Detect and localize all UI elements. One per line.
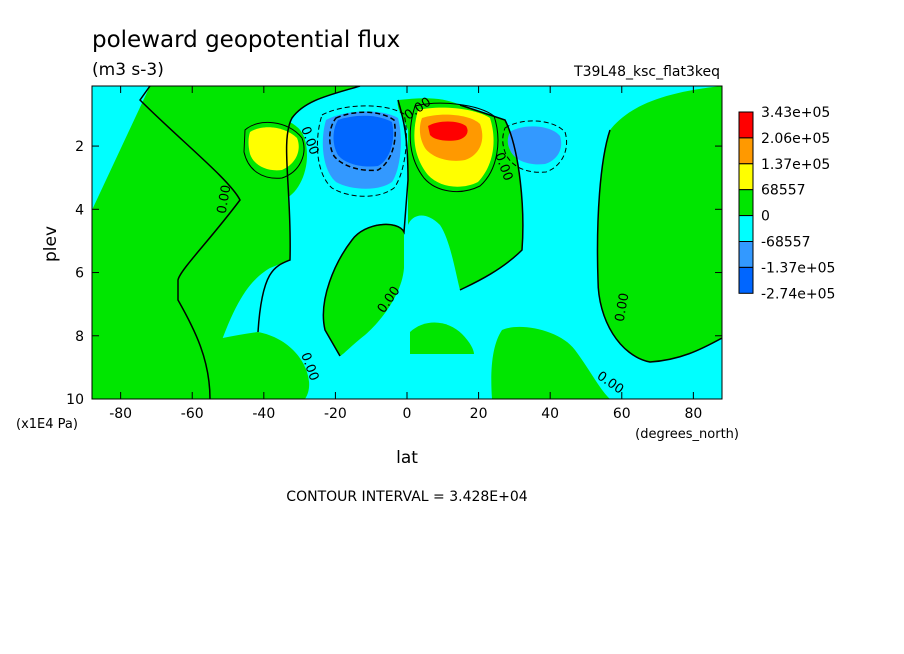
x-tick-label: 60 bbox=[613, 406, 631, 422]
run-label: T39L48_ksc_flat3keq bbox=[573, 64, 720, 80]
colorbar-swatch bbox=[738, 266, 754, 294]
x-tick-label: 80 bbox=[684, 406, 702, 422]
contour-neg-left-inner bbox=[329, 111, 396, 172]
contour-zero-center-left bbox=[257, 86, 361, 333]
x-tick-label: -80 bbox=[109, 406, 132, 422]
colorbar-legend: 3.43e+05 2.06e+05 1.37e+05 68557 0 -68557 -1.3… bbox=[738, 105, 835, 302]
fill-green-right-top bbox=[597, 86, 722, 362]
x-axis-units: (degrees_north) bbox=[635, 427, 739, 442]
y-tick-label: 8 bbox=[75, 329, 84, 345]
chart-title: poleward geopotential flux bbox=[92, 27, 400, 53]
y-tick-label: 2 bbox=[75, 139, 84, 155]
contour-neg-left bbox=[316, 105, 407, 197]
units-label: (m3 s-3) bbox=[92, 60, 164, 80]
contour-zero-right bbox=[596, 129, 722, 363]
colorbar-label: -1.37e+05 bbox=[761, 260, 835, 276]
colorbar-label: -68557 bbox=[761, 235, 811, 251]
colorbar-swatch bbox=[738, 189, 754, 217]
fill-green-center-blob bbox=[410, 322, 474, 354]
fill-green-left-top bbox=[92, 86, 360, 392]
contour-interval-note: CONTOUR INTERVAL = 3.428E+04 bbox=[286, 489, 527, 505]
fill-green-center-stem bbox=[323, 223, 404, 356]
colorbar-swatch bbox=[738, 215, 754, 243]
x-tick-label: 20 bbox=[470, 406, 488, 422]
contour-label: 0.00 bbox=[215, 184, 235, 215]
contour-pos-left bbox=[243, 121, 305, 179]
x-tick-label: -40 bbox=[252, 406, 275, 422]
plot-area: 0.00 0.00 0.00 0.00 0.00 0.00 0.00 0.00 bbox=[92, 86, 722, 399]
y-tick-label: 6 bbox=[75, 266, 84, 282]
contour-zero-center-right bbox=[459, 104, 524, 291]
y-axis-units: (x1E4 Pa) bbox=[16, 417, 78, 432]
x-axis: -80 -60 -40 -20 0 20 40 60 80 bbox=[109, 86, 702, 422]
colorbar-label: -2.74e+05 bbox=[761, 286, 835, 302]
x-tick-label: -20 bbox=[324, 406, 347, 422]
y-tick-label: 4 bbox=[75, 202, 84, 218]
contour-zero-left bbox=[139, 86, 241, 399]
contour-pos-right bbox=[409, 102, 499, 192]
colorbar-swatch bbox=[738, 163, 754, 191]
colorbar-swatch bbox=[738, 241, 754, 268]
contour-neg-right bbox=[502, 120, 568, 173]
contour-lines bbox=[139, 86, 722, 399]
x-tick-label: 0 bbox=[403, 406, 412, 422]
colorbar-swatch bbox=[738, 111, 754, 139]
colorbar-label: 68557 bbox=[761, 183, 806, 199]
colorbar-label: 2.06e+05 bbox=[761, 131, 830, 147]
colorbar-swatch bbox=[738, 137, 754, 165]
colorbar-label: 0 bbox=[761, 209, 770, 225]
contour-zero-center bbox=[322, 99, 409, 357]
y-axis: 2 4 6 8 10 bbox=[66, 139, 722, 408]
y-axis-label: plev bbox=[41, 226, 61, 262]
colorbar-label: 3.43e+05 bbox=[761, 105, 830, 121]
fill-green-left-lower bbox=[92, 332, 310, 399]
fill-red-right-core bbox=[428, 121, 468, 141]
colorbar-label: 1.37e+05 bbox=[761, 157, 830, 173]
x-tick-label: -60 bbox=[181, 406, 204, 422]
x-tick-label: 40 bbox=[541, 406, 559, 422]
fill-green-right-lower bbox=[491, 326, 610, 399]
contour-label: 0.00 bbox=[613, 292, 633, 323]
fill-blue-left-core-inner bbox=[333, 115, 394, 167]
x-axis-label: lat bbox=[396, 448, 418, 468]
fill-blue-right-lobe bbox=[507, 126, 562, 165]
y-tick-label: 10 bbox=[66, 392, 84, 408]
